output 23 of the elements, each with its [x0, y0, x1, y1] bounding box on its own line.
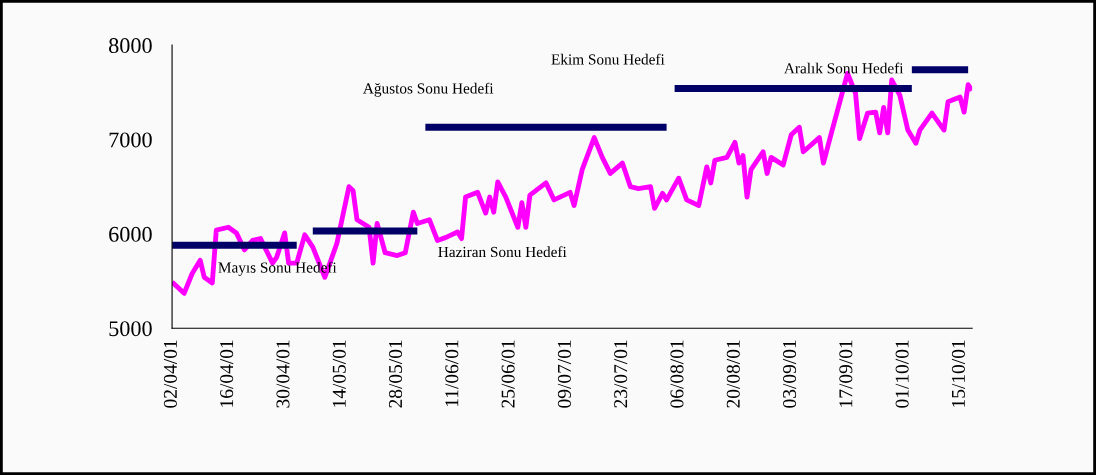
x-tick-label: 15/10/01 [951, 340, 965, 407]
series-label: Ağustos Sonu Hedefi [363, 82, 494, 97]
x-tick-label: 14/05/01 [332, 340, 346, 407]
x-tick-label: 30/04/01 [276, 340, 290, 408]
x-tick-label: 01/10/01 [895, 340, 909, 408]
x-tick-label: 02/04/01 [163, 340, 177, 408]
x-tick-label: 17/09/01 [839, 340, 853, 407]
x-tick-label: 25/06/01 [501, 340, 515, 408]
y-tick-label: 6000 [109, 226, 152, 242]
x-tick-label: 06/08/01 [670, 340, 684, 408]
x-tick-label: 28/05/01 [388, 340, 403, 408]
series-label: Haziran Sonu Hedefi [438, 246, 567, 258]
y-tick-label: 8000 [109, 38, 152, 54]
x-tick-label: 03/09/01 [782, 340, 797, 408]
x-tick-label: 23/07/01 [614, 340, 628, 408]
x-tick-label: 16/04/01 [220, 340, 234, 407]
x-tick-label: 20/08/01 [726, 340, 740, 408]
y-tick-label: 5000 [109, 321, 152, 337]
x-tick-label: 09/07/01 [557, 340, 571, 408]
x-tick-label: 11/06/01 [445, 340, 459, 407]
y-tick-label: 7000 [109, 132, 152, 148]
series-label: Aralık Sonu Hedefi [784, 62, 904, 74]
series-label: Ekim Sonu Hedefi [551, 53, 665, 65]
